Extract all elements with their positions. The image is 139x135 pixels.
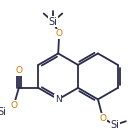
Text: O: O	[15, 66, 22, 75]
Text: O: O	[99, 114, 106, 123]
Text: Si: Si	[110, 120, 119, 130]
Text: O: O	[56, 29, 63, 38]
Text: Si: Si	[0, 107, 7, 117]
Text: O: O	[10, 101, 17, 110]
Text: N: N	[55, 95, 62, 104]
Text: Si: Si	[49, 17, 57, 27]
